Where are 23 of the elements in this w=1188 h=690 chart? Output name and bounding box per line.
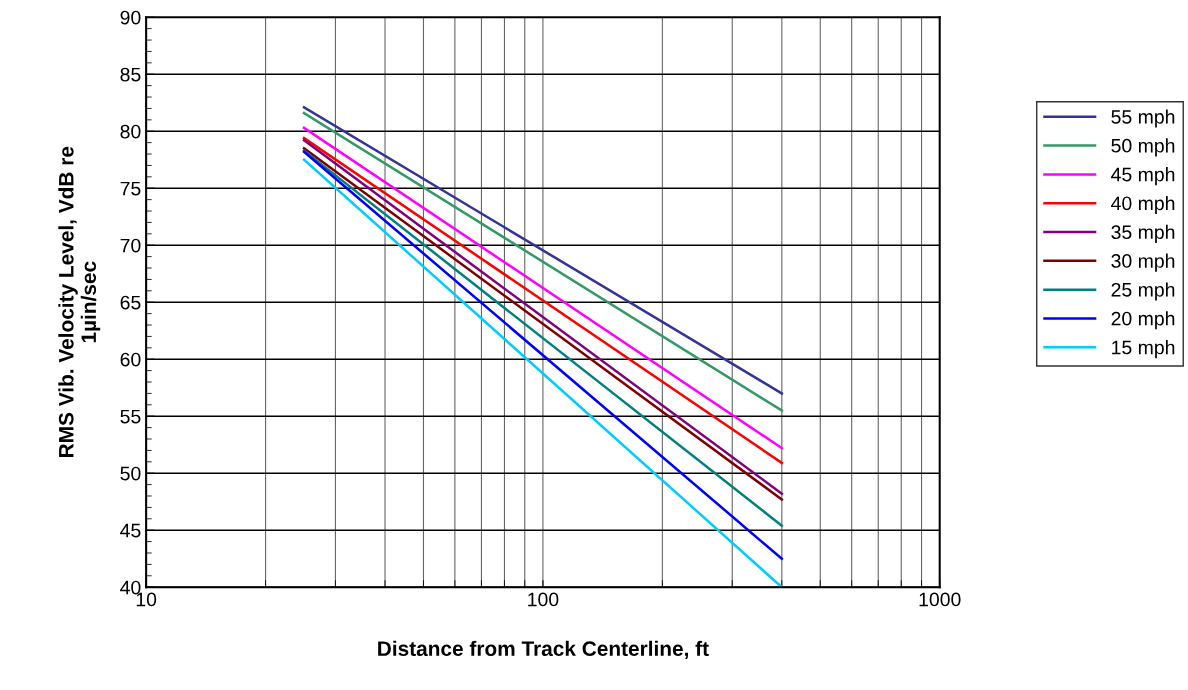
- legend-label: 20 mph: [1111, 311, 1175, 330]
- legend-label: 40 mph: [1111, 195, 1175, 215]
- y-tick-label: 70: [120, 238, 141, 253]
- x-tick-label: 100: [528, 592, 559, 607]
- legend-label: 45 mph: [1111, 167, 1175, 186]
- x-axis-title: Distance from Track Centerline, ft: [378, 640, 709, 660]
- y-tick-label: 45: [120, 523, 141, 538]
- y-tick-label: 75: [120, 181, 141, 196]
- y-tick-label: 60: [120, 352, 141, 367]
- y-tick-label: 65: [120, 295, 141, 310]
- legend-label: 50 mph: [1111, 138, 1175, 157]
- y-tick-label: 80: [120, 124, 141, 139]
- legend-label: 30 mph: [1111, 253, 1175, 272]
- y-axis-title: RMS Vib. Velocity Level, VdB re 1µin/sec: [58, 146, 101, 457]
- x-tick-label: 1000: [919, 592, 961, 607]
- legend-label: 55 mph: [1111, 109, 1175, 128]
- y-tick-label: 90: [120, 10, 141, 25]
- y-tick-label: 55: [120, 409, 141, 424]
- legend-label: 35 mph: [1111, 224, 1175, 243]
- y-tick-label: 50: [120, 466, 141, 481]
- legend-label: 15 mph: [1112, 340, 1175, 359]
- legend-label: 25 mph: [1111, 282, 1175, 301]
- y-tick-label: 85: [120, 67, 141, 82]
